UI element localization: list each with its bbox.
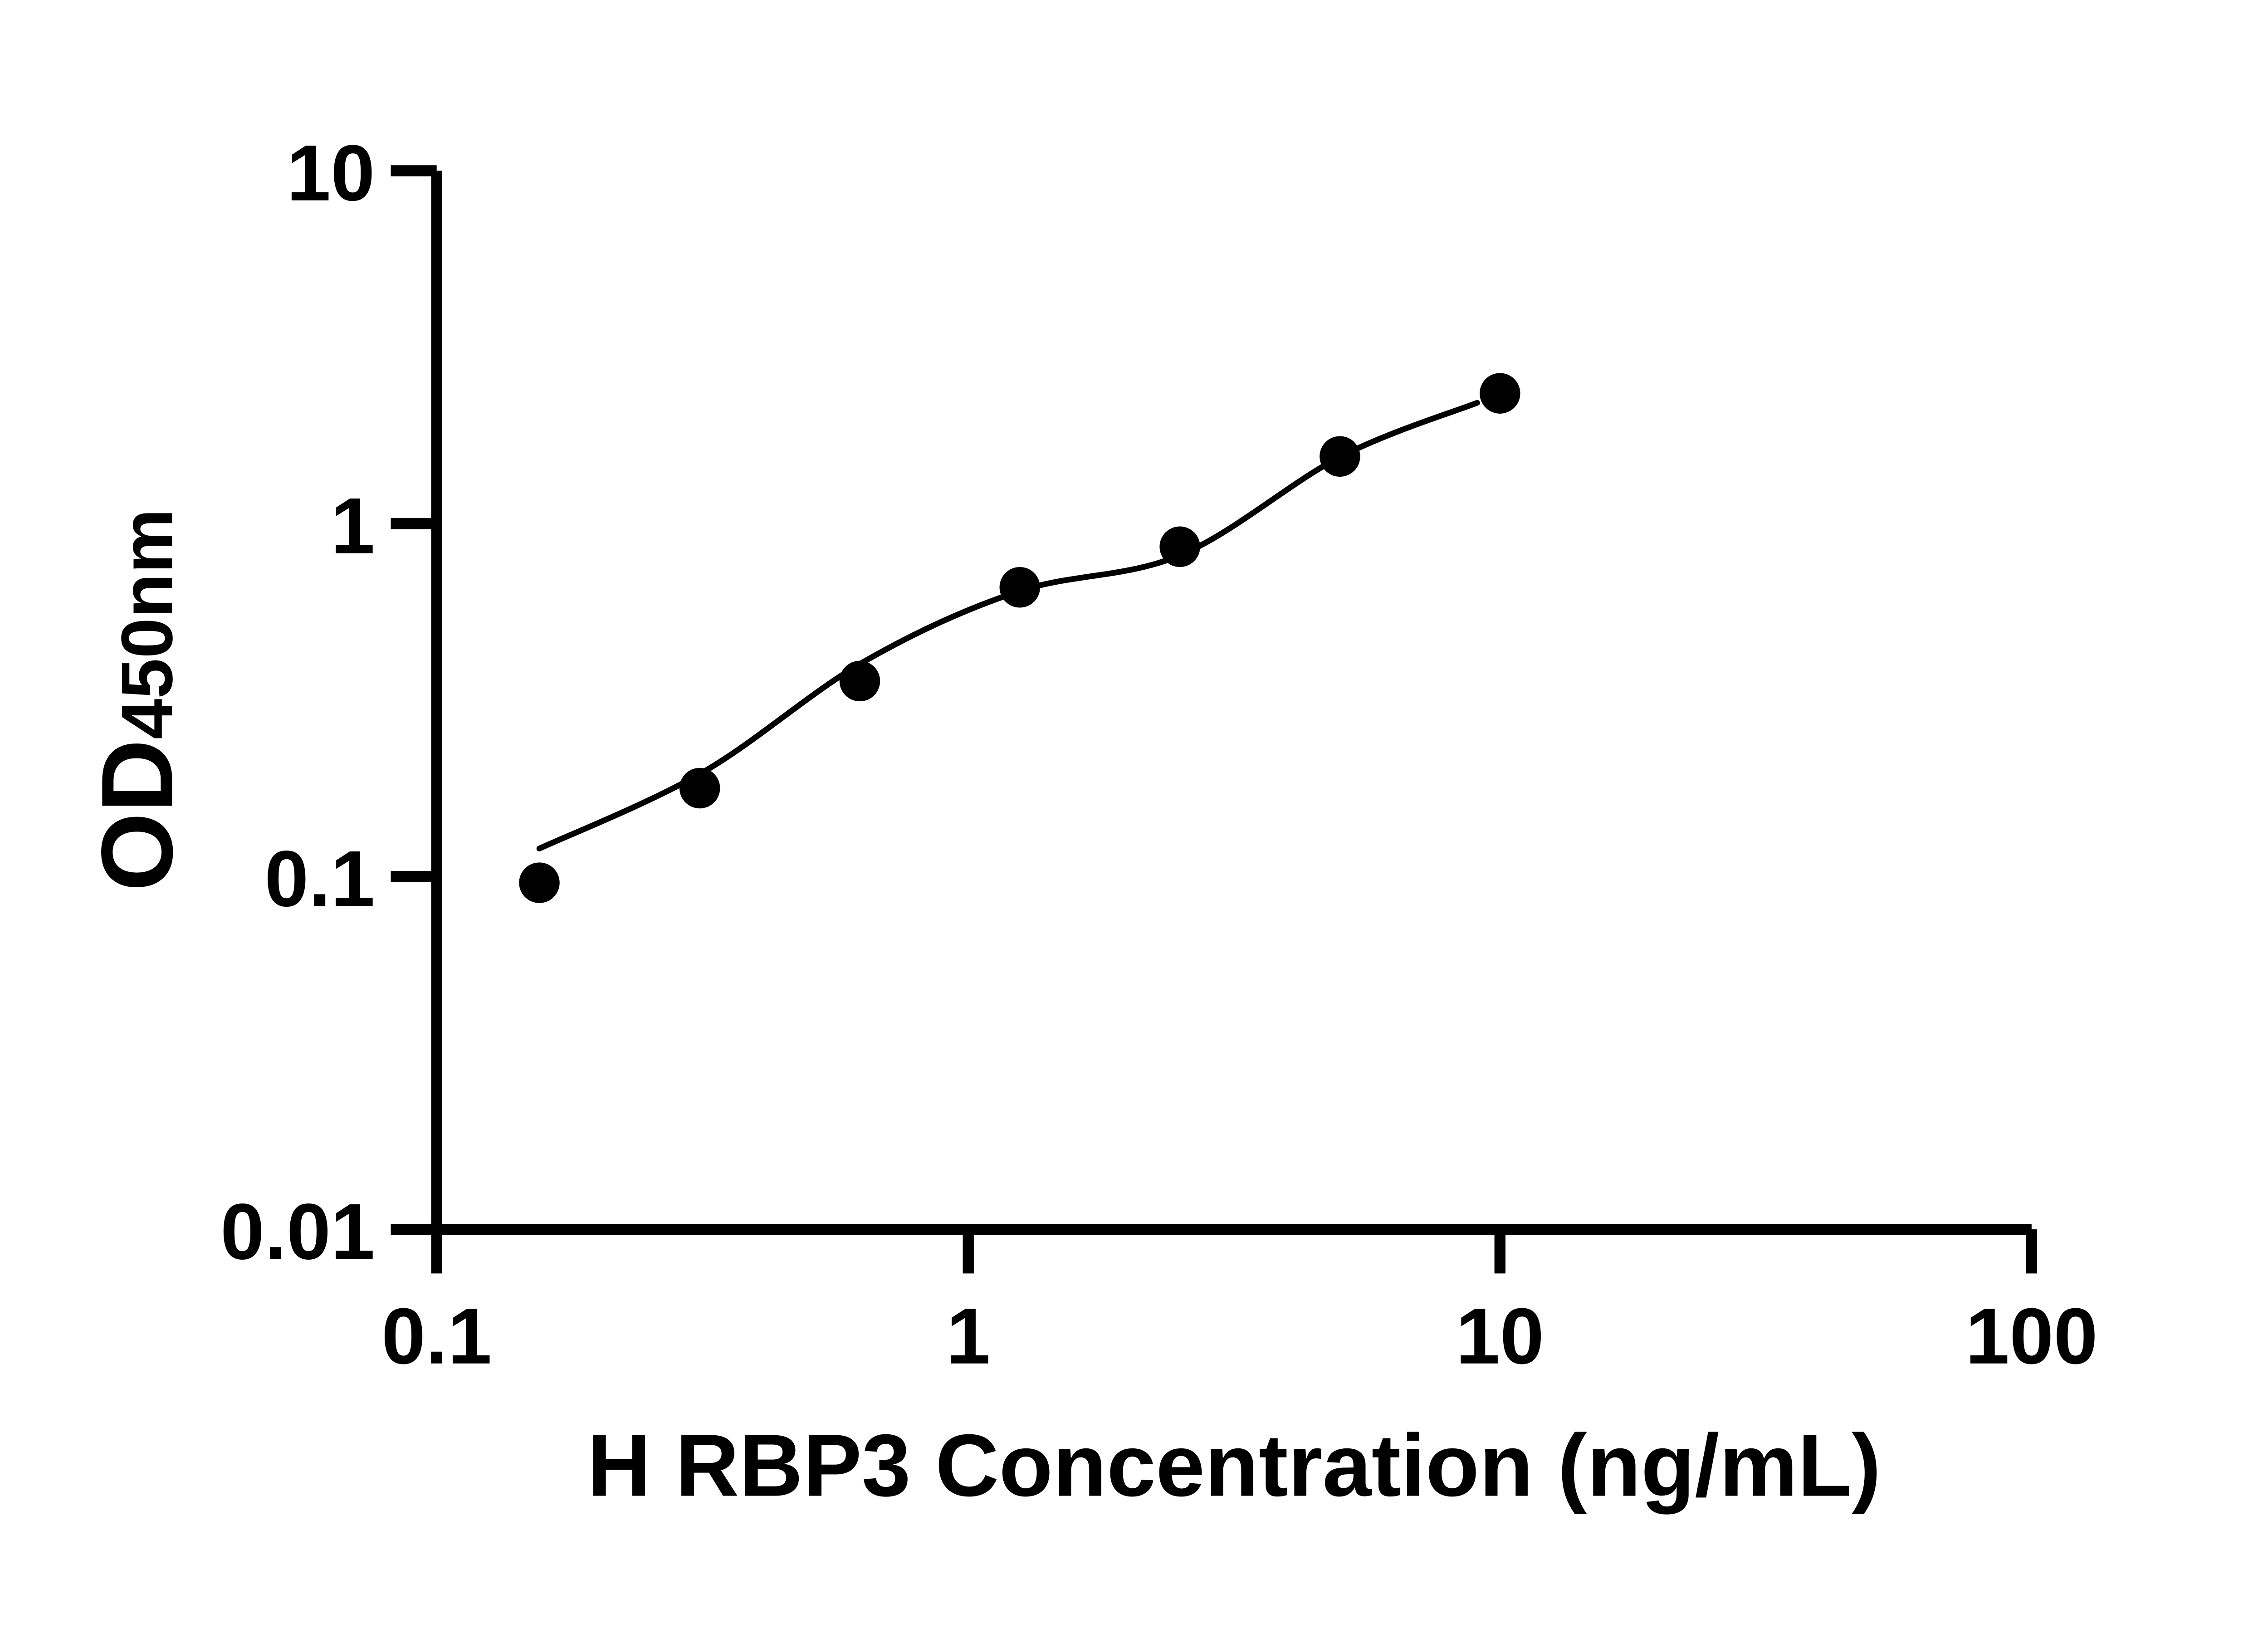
data-points-group	[519, 373, 1520, 903]
data-point-1	[519, 862, 560, 903]
y-tick-label-0.1: 0.1	[264, 835, 375, 923]
y-tick-label-0.01: 0.01	[220, 1188, 375, 1276]
data-point-4	[999, 567, 1040, 608]
y-axis-title-subscript: 450nm	[106, 508, 187, 739]
data-point-3	[839, 660, 880, 702]
y-axis-title: OD450nm	[81, 508, 194, 891]
x-tick-label-1: 1	[946, 1292, 990, 1381]
y-tick-label-1: 1	[331, 482, 375, 570]
x-tick-label-100: 100	[1965, 1292, 2098, 1381]
axis-ticks	[391, 165, 2037, 1274]
data-point-6	[1320, 436, 1360, 477]
data-point-7	[1480, 373, 1520, 414]
y-axis-title-main: OD	[81, 739, 194, 891]
axes	[431, 171, 2032, 1235]
data-point-5	[1159, 526, 1200, 567]
x-tick-label-10: 10	[1456, 1292, 1544, 1381]
y-tick-label-10: 10	[287, 129, 375, 218]
x-axis-title: H RBP3 Concentration (ng/mL)	[587, 1416, 1881, 1515]
x-tick-label-0.1: 0.1	[381, 1292, 492, 1381]
data-point-2	[679, 768, 720, 809]
axis-frame	[431, 171, 2032, 1235]
